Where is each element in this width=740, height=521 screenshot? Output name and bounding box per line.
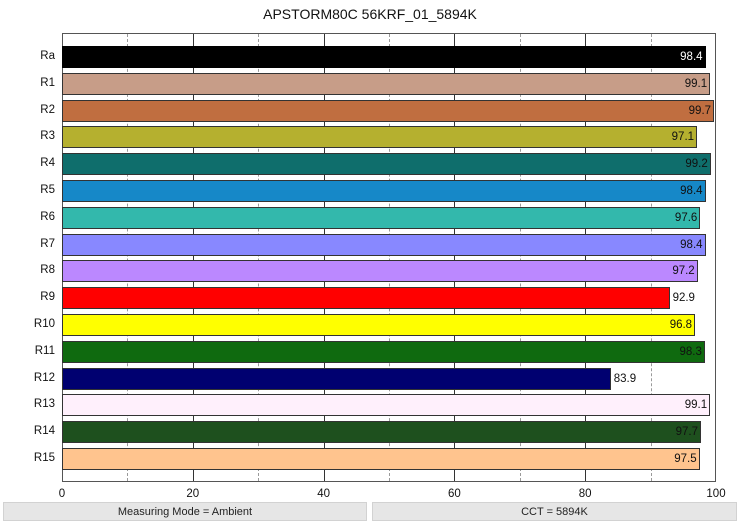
major-gridline bbox=[323, 34, 325, 481]
bar-r8 bbox=[62, 260, 698, 283]
category-label: R5 bbox=[40, 184, 55, 196]
category-label: R15 bbox=[33, 452, 55, 464]
minor-gridline bbox=[258, 34, 260, 481]
minor-gridline bbox=[519, 34, 521, 481]
bar-r14 bbox=[62, 421, 701, 444]
bar-r10 bbox=[62, 314, 696, 336]
bar-r15 bbox=[62, 448, 700, 470]
category-label: R8 bbox=[40, 264, 55, 277]
bar-r9 bbox=[62, 287, 670, 310]
minor-gridline bbox=[650, 34, 652, 481]
major-gridline bbox=[454, 34, 456, 481]
category-label: R4 bbox=[40, 157, 55, 170]
bar-r4 bbox=[62, 153, 711, 176]
cct-status: CCT = 5894K bbox=[372, 502, 737, 521]
measuring-mode-status: Measuring Mode = Ambient bbox=[3, 502, 367, 521]
bar-value-label: 83.9 bbox=[613, 372, 637, 385]
bar-value-label: 98.4 bbox=[680, 185, 703, 197]
bar-r13 bbox=[62, 394, 711, 417]
chart-title: APSTORM80C 56KRF_01_5894K bbox=[263, 6, 477, 22]
x-tick-label: 80 bbox=[578, 488, 592, 500]
x-tick-label: 0 bbox=[58, 488, 66, 500]
bar-r11 bbox=[62, 340, 705, 363]
bar-value-label: 99.2 bbox=[685, 158, 708, 171]
bar-value-label: 97.2 bbox=[672, 265, 695, 278]
bar-value-label: 99.1 bbox=[684, 399, 708, 412]
bar-value-label: 97.1 bbox=[671, 131, 695, 144]
bar-value-label: 98.4 bbox=[680, 51, 703, 63]
minor-gridline bbox=[389, 34, 390, 481]
bar-value-label: 97.5 bbox=[674, 453, 697, 465]
category-label: R6 bbox=[40, 210, 55, 223]
bar-r3 bbox=[62, 126, 698, 149]
plot-area: 98.4 99.1 99.7 97.1 99.2 98.4 97.6 98.4 97.2 92.9… bbox=[62, 33, 716, 482]
category-label: R14 bbox=[33, 425, 55, 438]
x-tick-label: 60 bbox=[447, 488, 461, 500]
category-label: R2 bbox=[40, 103, 55, 116]
x-tick-label: 40 bbox=[317, 488, 330, 500]
bar-r7 bbox=[62, 233, 706, 256]
minor-gridline bbox=[127, 34, 129, 481]
category-label: R13 bbox=[33, 398, 55, 411]
bar-value-label: 97.7 bbox=[675, 426, 698, 439]
category-label: R1 bbox=[40, 76, 55, 89]
bar-value-label: 98.3 bbox=[679, 345, 702, 358]
major-gridline bbox=[192, 34, 194, 481]
bar-value-label: 92.9 bbox=[672, 292, 695, 305]
bar-r2 bbox=[62, 99, 715, 122]
bar-value-label: 98.4 bbox=[680, 238, 703, 251]
category-label: R9 bbox=[40, 291, 55, 304]
category-label: R12 bbox=[33, 371, 55, 384]
bar-r1 bbox=[62, 72, 711, 95]
category-label: Ra bbox=[40, 50, 55, 62]
bar-value-label: 99.7 bbox=[688, 104, 712, 117]
bar-r12 bbox=[62, 367, 611, 390]
bar-ra bbox=[62, 46, 706, 68]
bar-value-label: 97.6 bbox=[674, 211, 698, 224]
category-label: R10 bbox=[33, 318, 55, 330]
category-label: R11 bbox=[34, 344, 55, 357]
category-label: R3 bbox=[40, 130, 55, 143]
x-tick-label: 20 bbox=[186, 488, 200, 500]
bar-value-label: 99.1 bbox=[684, 77, 708, 90]
x-tick-label: 100 bbox=[706, 488, 726, 500]
major-gridline bbox=[585, 34, 587, 481]
category-label: R7 bbox=[40, 237, 55, 250]
bar-r5 bbox=[62, 180, 706, 202]
bar-value-label: 96.8 bbox=[669, 319, 693, 331]
bar-r6 bbox=[62, 206, 701, 229]
